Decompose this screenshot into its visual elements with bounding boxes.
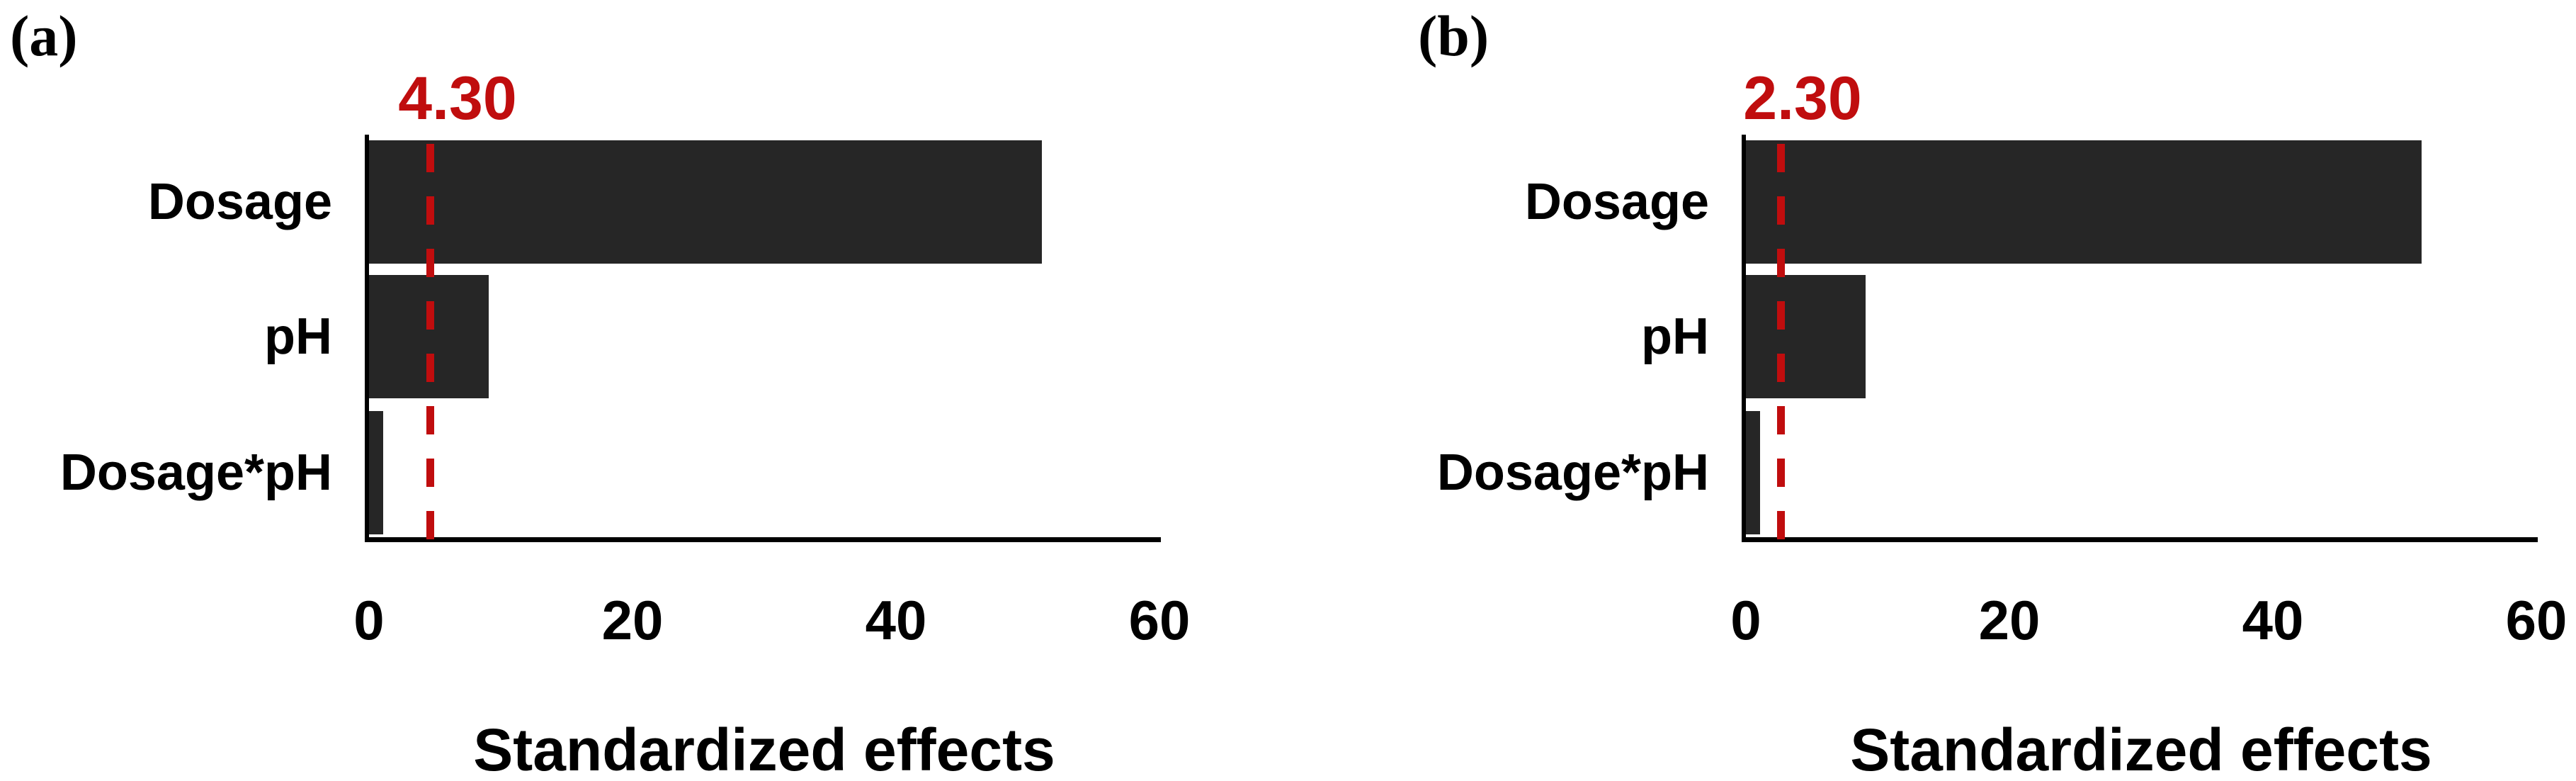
x-tick-label-0: 0 (1730, 589, 1761, 651)
x-tick-label-60: 60 (2505, 589, 2568, 651)
x-tick-label-20: 20 (1978, 589, 2041, 651)
bar-ph (1746, 275, 1866, 398)
y-axis-line (1742, 135, 1746, 542)
category-label-dosage-ph: Dosage*pH (1436, 444, 1709, 501)
panel-a-critical-value-label: 4.30 (398, 64, 517, 133)
category-label-ph: pH (264, 308, 332, 365)
panel-b-x-axis-title: Standardized effects (1850, 717, 2432, 781)
critical-value-dashed-line (1777, 144, 1785, 539)
category-label-ph: pH (1641, 308, 1709, 365)
critical-value-dashed-line (426, 144, 434, 539)
bar-dosage-ph (1746, 411, 1760, 534)
x-tick-label-20: 20 (601, 589, 664, 651)
panel-b-critical-value-label: 2.30 (1743, 64, 1862, 133)
x-axis-line (1742, 537, 2538, 542)
x-tick-label-40: 40 (865, 589, 927, 651)
x-tick-label-40: 40 (2242, 589, 2304, 651)
y-axis-line (365, 135, 369, 542)
x-tick-label-60: 60 (1128, 589, 1191, 651)
x-axis-line (365, 537, 1161, 542)
bar-dosage-ph (369, 411, 383, 534)
category-label-dosage: Dosage (1524, 174, 1709, 230)
category-label-dosage: Dosage (147, 174, 332, 230)
bar-dosage (1746, 140, 2422, 264)
category-label-dosage-ph: Dosage*pH (59, 444, 332, 501)
bar-dosage (369, 140, 1042, 264)
panel-a-label: (a) (10, 4, 78, 68)
panel-a-x-axis-title: Standardized effects (473, 717, 1055, 781)
panel-b-label: (b) (1418, 4, 1490, 68)
x-tick-label-0: 0 (353, 589, 385, 651)
